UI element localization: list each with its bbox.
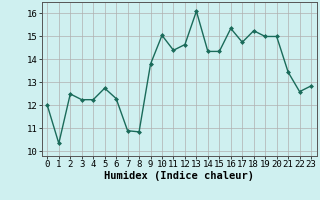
X-axis label: Humidex (Indice chaleur): Humidex (Indice chaleur) [104, 171, 254, 181]
